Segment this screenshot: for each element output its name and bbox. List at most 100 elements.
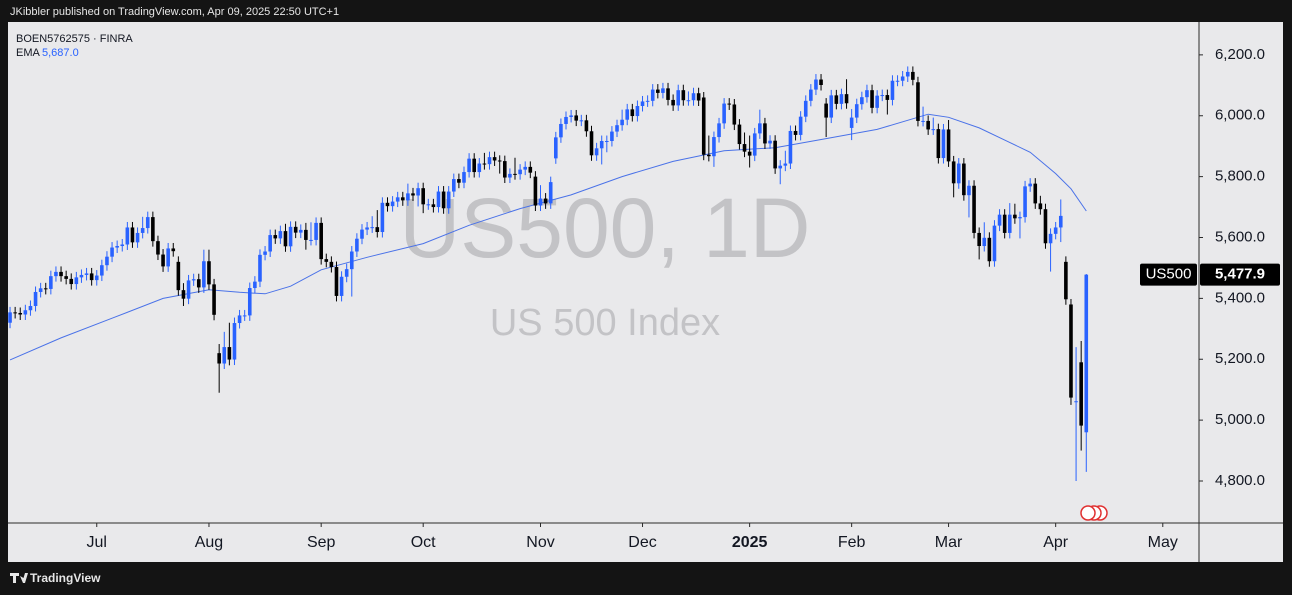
candle-body [467, 158, 471, 173]
candle-body [533, 176, 538, 206]
y-tick-label: 4,800.0 [1215, 472, 1265, 489]
candle-body [895, 80, 900, 82]
candle-body [232, 323, 237, 360]
candle-body [497, 160, 502, 162]
candle-body [1018, 217, 1022, 219]
candle-body [605, 141, 609, 143]
candle-body [446, 191, 451, 209]
y-tick-label: 5,200.0 [1215, 350, 1265, 367]
candle-body [115, 246, 119, 248]
candle-body [931, 129, 936, 131]
candle-body [49, 276, 53, 289]
candle-body [416, 188, 420, 196]
candle-body [293, 226, 298, 233]
candle-body [977, 232, 981, 247]
candle-body [268, 235, 272, 252]
candle-body [880, 95, 885, 97]
candle-body [768, 140, 772, 144]
candle-body [253, 281, 257, 289]
candle-body [936, 129, 941, 159]
ema-legend-name: EMA [16, 47, 41, 59]
candle-body [8, 312, 12, 323]
candle-body [370, 227, 374, 229]
x-tick-label: Jul [87, 534, 107, 551]
candle-body [227, 347, 232, 360]
candle-body [911, 71, 915, 80]
candle-body [151, 217, 155, 242]
candle-body [513, 173, 517, 175]
x-tick-label: Mar [935, 534, 963, 551]
candle-body [763, 123, 767, 144]
candle-body [589, 131, 594, 156]
candle-body [237, 315, 242, 324]
candle-body [59, 271, 63, 277]
candle-body [1028, 183, 1032, 187]
candle-body [212, 284, 216, 315]
y-tick-label: 5,400.0 [1215, 289, 1265, 306]
candle-body [69, 278, 74, 285]
candle-body [171, 248, 176, 252]
candle-body [860, 97, 864, 105]
candle-body [793, 130, 798, 135]
candle-body [263, 251, 267, 255]
candle-body [997, 214, 1002, 226]
candle-body [615, 125, 619, 132]
candle-body [778, 165, 783, 169]
candle-body [666, 88, 670, 100]
x-tick-label: 2025 [732, 534, 768, 551]
candle-body [941, 129, 946, 159]
candle-body [630, 109, 635, 117]
price-tag-name: US500 [1146, 266, 1192, 283]
candle-body [599, 141, 604, 149]
y-tick-label: 5,000.0 [1215, 411, 1265, 428]
candle-body [492, 157, 497, 161]
candle-body [916, 82, 920, 121]
candle-body [967, 185, 971, 196]
candle-body [125, 227, 130, 245]
candle-body [951, 161, 956, 184]
candle-body [451, 179, 456, 192]
x-tick-label: May [1148, 534, 1178, 551]
y-tick-label: 5,600.0 [1215, 228, 1265, 245]
candle-body [94, 275, 99, 281]
candle-body [1038, 203, 1043, 210]
x-tick-label: Oct [411, 534, 436, 551]
candle-body [635, 106, 640, 117]
candle-body [130, 227, 135, 243]
flag-icon [1080, 505, 1096, 521]
candle-body [161, 254, 165, 267]
candle-body [722, 103, 726, 124]
candle-body [508, 173, 512, 178]
candle-body [324, 259, 329, 262]
candle-body [875, 95, 879, 108]
candle-body [477, 163, 482, 173]
candle-body [13, 312, 17, 314]
candle-body [105, 256, 109, 266]
candle-body [732, 104, 737, 125]
x-tick-label: Apr [1043, 534, 1069, 551]
candle-body [431, 204, 436, 208]
candle-body [339, 276, 344, 296]
candle-body [18, 312, 23, 315]
candle-body [844, 94, 849, 104]
candle-body [207, 261, 211, 285]
candle-body [38, 288, 43, 292]
candle-body [752, 133, 757, 156]
candle-body [84, 273, 89, 275]
candle-body [421, 188, 425, 205]
plot-area [8, 66, 1089, 481]
candle-body [1023, 186, 1027, 218]
candle-body [1084, 274, 1089, 433]
ema-legend-value: 5,687.0 [42, 47, 79, 59]
candle-body [538, 198, 543, 206]
candle-body [1079, 362, 1083, 426]
candle-body [717, 123, 721, 138]
candle-body [783, 163, 788, 166]
candle-body [773, 140, 777, 169]
x-tick-label: Dec [628, 534, 656, 551]
candle-body [640, 101, 645, 107]
candle-body [28, 305, 33, 311]
candle-body [196, 279, 201, 288]
candle-body [548, 182, 553, 204]
candle-body [865, 90, 869, 98]
